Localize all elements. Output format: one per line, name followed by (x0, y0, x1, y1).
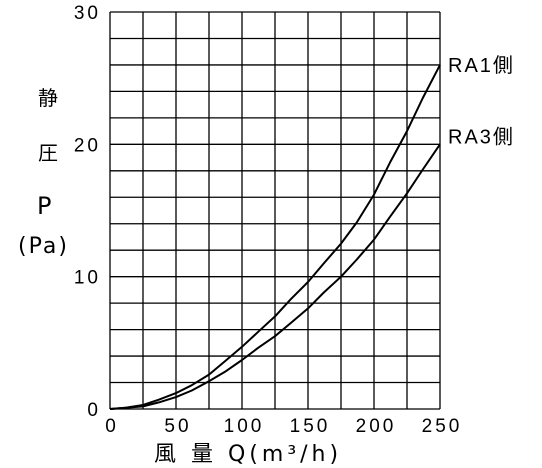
x-tick-label: 50 (164, 416, 191, 437)
series-label-2: RA3側 (448, 125, 515, 148)
tick-labels: 0 50 100 150 200 250 0 10 20 30 (74, 3, 463, 437)
x-tick-label: 200 (356, 416, 397, 437)
y-tick-label: 20 (74, 135, 101, 156)
series-label-1: RA1側 (448, 54, 515, 77)
y-tick-label: 10 (74, 268, 101, 289)
x-tick-label: 100 (224, 416, 265, 437)
x-axis-label: 風 量 Q(m³/h) (154, 442, 343, 467)
series-line-1 (109, 64, 441, 410)
x-tick-label: 150 (290, 416, 331, 437)
y-tick-label: 30 (74, 3, 101, 24)
series-labels: RA1側 RA3側 (448, 54, 515, 148)
x-tick-label: 0 (105, 416, 119, 437)
y-tick-label: 0 (87, 400, 101, 421)
x-tick-label: 250 (422, 416, 463, 437)
series-lines (109, 64, 441, 410)
grid (109, 11, 441, 410)
y-axis-label-line-4: (Pa) (18, 234, 69, 259)
y-axis-label-line-2: 圧 (38, 141, 58, 165)
y-axis-label-line-1: 静 (38, 86, 58, 110)
y-axis-label-line-3: P (37, 192, 52, 220)
series-line-2 (109, 143, 441, 410)
